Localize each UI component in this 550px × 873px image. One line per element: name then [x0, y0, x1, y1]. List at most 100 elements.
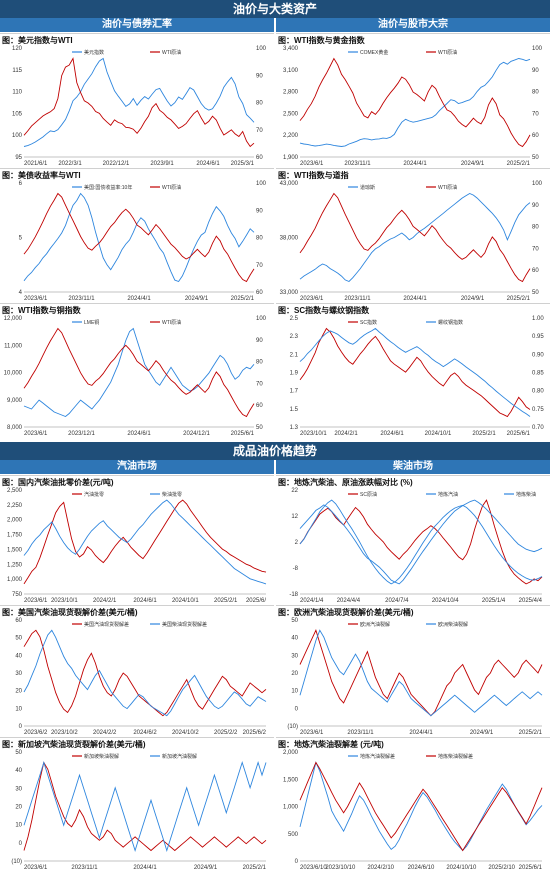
y-left-tick-label: 100 [12, 133, 23, 139]
y-right-tick-label: 0.70 [532, 425, 544, 431]
y-left-tick-label: 5 [19, 236, 23, 242]
y-right-tick-label: 80 [256, 236, 263, 242]
series-line-0 [23, 499, 267, 585]
y-right-tick-label: 50 [256, 425, 263, 431]
y-right-tick-label: 100 [532, 181, 543, 187]
y-right-tick-label: 100 [256, 316, 267, 322]
chart-title: 图：SC指数与螺纹钢指数 [278, 306, 370, 315]
section-title-refined-products: 成品油价格趋势 [0, 442, 550, 460]
x-tick-label: 2025/2/1 [472, 431, 496, 437]
y-left-tick-label: 750 [12, 592, 23, 598]
y-left-tick-label: 30 [15, 786, 22, 792]
y-left-tick-label: 1,900 [283, 155, 299, 161]
legend-label: WTI原油 [162, 319, 181, 326]
x-tick-label: 2024/2/10 [367, 865, 394, 871]
series-line-0 [23, 761, 267, 852]
y-left-tick-label: 2.1 [290, 352, 299, 358]
y-right-tick-label: 80 [256, 101, 263, 107]
y-left-tick-label: (10) [11, 859, 22, 865]
series-line-0 [299, 761, 543, 852]
y-right-tick-label: 70 [256, 263, 263, 269]
y-left-tick-label: 10 [15, 706, 22, 712]
x-tick-label: 2023/10/10 [325, 865, 356, 871]
x-tick-label: 2023/11/1 [71, 865, 98, 871]
chart-svg: (10) 0 10 20 30 40 50 2023/6/1 2023/11/1 2024/4/1… [11, 750, 267, 871]
chart-title: 图：新加坡汽柴油现货裂解价差(美元/桶) [2, 740, 146, 749]
series-line-1 [299, 499, 543, 585]
legend-label: 螺纹钢指数 [438, 319, 463, 326]
y-right-tick-label: 100 [256, 46, 267, 52]
y-left-tick-label: 10,000 [4, 371, 23, 377]
x-tick-label: 2024/4/1 [403, 296, 427, 302]
y-left-tick-label: 20 [15, 805, 22, 811]
legend-label: 道琼斯 [360, 184, 375, 191]
y-left-tick-label: 43,000 [280, 181, 299, 187]
chart-panel-p1: 图：美元指数与WTI 95 100 105 110 115 120 60 70 80 90 100 20… [0, 33, 274, 169]
y-right-tick-label: 0.95 [532, 334, 544, 340]
y-left-tick-label: 2 [295, 540, 299, 546]
series-line-1 [299, 629, 543, 717]
y-left-tick-label: 1,500 [7, 547, 23, 553]
y-left-tick-label: 10 [291, 689, 298, 695]
legend-label: 欧洲柴油裂解 [438, 621, 468, 628]
chart-title: 图：WTI指数与铜指数 [2, 306, 81, 315]
x-tick-label: 2025/1/4 [482, 598, 506, 604]
legend-label: WTI原油 [162, 49, 181, 56]
series-line-1 [299, 57, 531, 148]
x-tick-label: 2023/6/1 [300, 296, 324, 302]
x-tick-label: 2025/6/ [246, 598, 266, 604]
y-right-tick-label: 80 [532, 90, 539, 96]
x-tick-label: 2024/4/1 [133, 865, 157, 871]
chart-title: 图：美元指数与WTI [2, 36, 73, 45]
x-tick-label: 2025/2/1 [507, 161, 531, 167]
y-left-tick-label: 2,800 [283, 90, 299, 96]
y-right-tick-label: 60 [532, 133, 539, 139]
x-tick-label: 2023/10/1 [300, 431, 327, 437]
y-left-tick-label: 0 [295, 706, 299, 712]
chart-svg: 4 5 6 60 70 80 90 100 2023/6/1 2023/11/1 2024/4/1 2… [19, 181, 267, 302]
y-left-tick-label: 2,000 [7, 518, 23, 524]
x-tick-label: 2024/4/1 [127, 296, 151, 302]
y-left-tick-label: 3,400 [283, 46, 299, 52]
y-right-tick-label: 90 [256, 73, 263, 79]
section-title-assets: 油价与大类资产 [0, 0, 550, 18]
x-tick-label: 2025/2/1 [519, 730, 543, 736]
y-right-tick-label: 70 [256, 128, 263, 134]
x-tick-label: 2024/12/1 [183, 431, 210, 437]
x-tick-label: 2023/6/1 [24, 598, 48, 604]
chart-panel-p3: 图：美债收益率与WTI 4 5 6 60 70 80 90 100 2023/6/1 2023/11… [0, 168, 274, 304]
y-right-tick-label: 0.80 [532, 389, 544, 395]
y-left-tick-label: 1,000 [283, 805, 299, 811]
y-left-tick-label: 1,500 [283, 777, 299, 783]
y-right-tick-label: 60 [532, 268, 539, 274]
chart-title: 图：美国汽柴油现货裂解价差(美元/桶) [2, 608, 138, 617]
series-line-0 [23, 57, 255, 147]
y-left-tick-label: 1.7 [290, 389, 299, 395]
x-tick-label: 2025/6/1 [231, 431, 255, 437]
legend-label: 柴油批零 [162, 491, 182, 498]
x-tick-label: 2024/6/2 [133, 730, 157, 736]
x-tick-label: 2023/6/2 [24, 730, 48, 736]
legend-label: SC指数 [360, 319, 377, 326]
y-right-tick-label: 70 [256, 381, 263, 387]
y-left-tick-label: 3,100 [283, 68, 299, 74]
y-left-tick-label: 4 [19, 290, 23, 296]
y-left-tick-label: 2.3 [290, 334, 299, 340]
legend-label: WTI原油 [438, 184, 457, 191]
x-tick-label: 2025/4/4 [519, 598, 543, 604]
legend-label: COMEX黄金 [360, 49, 388, 56]
y-left-tick-label: 120 [12, 46, 23, 52]
x-tick-label: 2023/11/1 [347, 730, 374, 736]
y-left-tick-label: 20 [291, 671, 298, 677]
y-left-tick-label: 1,000 [7, 577, 23, 583]
y-right-tick-label: 100 [532, 46, 543, 52]
chart-panel-p11: 图：新加坡汽柴油现货裂解价差(美元/桶) (10) 0 10 20 30 40 50 2023/… [0, 737, 274, 873]
y-left-tick-label: 11,000 [4, 343, 23, 349]
legend-label: 地炼柴油 [516, 491, 536, 498]
y-left-tick-label: 12,000 [4, 316, 23, 322]
y-left-tick-label: 40 [15, 768, 22, 774]
y-left-tick-label: 33,000 [280, 290, 299, 296]
y-left-tick-label: (10) [287, 724, 298, 730]
y-right-tick-label: 100 [256, 181, 267, 187]
